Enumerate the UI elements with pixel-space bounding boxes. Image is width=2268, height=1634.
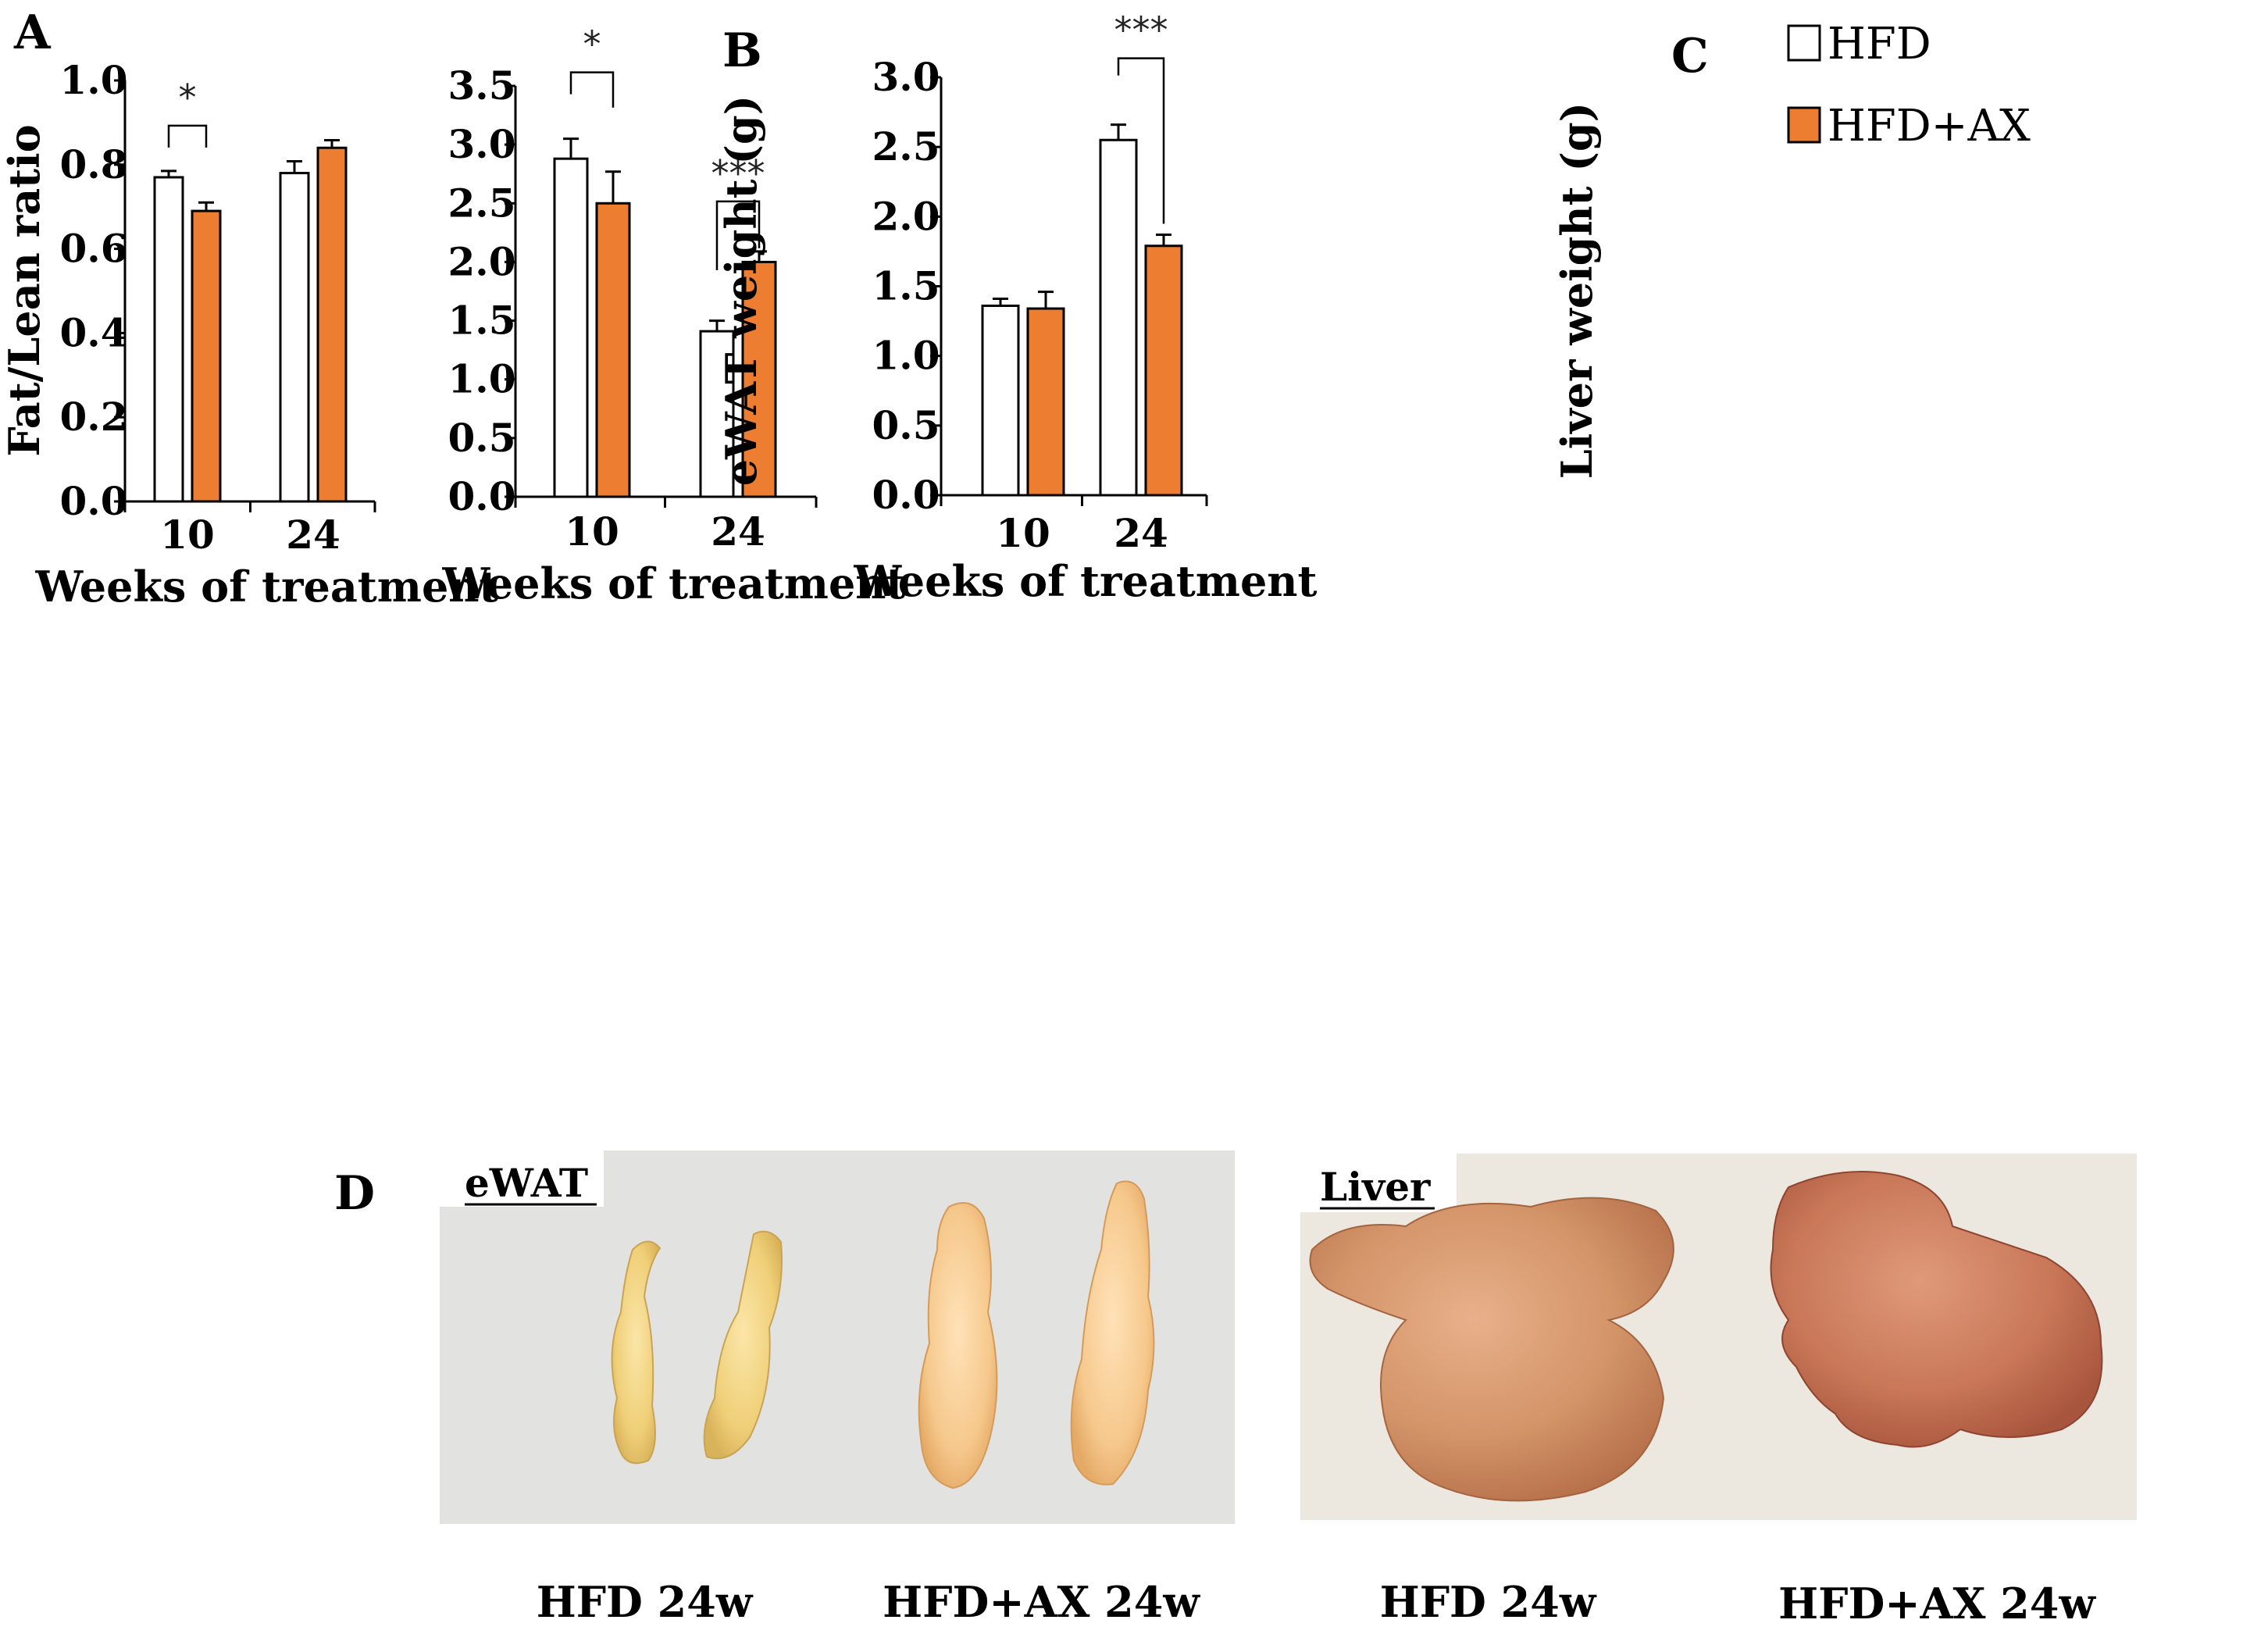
y-tick-label-a: 0.0 xyxy=(60,478,128,524)
y-tick-label-a: 0.4 xyxy=(60,309,128,355)
x-tick-label-a: 10 xyxy=(160,512,215,558)
x-axis-title-b: Weeks of treatment xyxy=(442,558,906,608)
caption-ewat-hfd: HFD 24w xyxy=(537,1577,754,1627)
ewat-label-bg xyxy=(440,1151,604,1207)
ewat-label: eWAT xyxy=(465,1160,588,1206)
bar-b-hfd-ax-10 xyxy=(595,202,631,498)
significance-label-b: *** xyxy=(711,152,765,194)
ewat-hfd-fat-right xyxy=(703,1230,783,1460)
significance-label-c: *** xyxy=(1114,9,1168,52)
y-axis-title-a: Fat/Lean ratio xyxy=(0,124,49,456)
significance-bracket-a xyxy=(167,124,208,148)
bar-b-hfd-24 xyxy=(699,330,735,498)
liver-hfd xyxy=(1309,1197,1674,1502)
ewat-hfd-ax-fat-right xyxy=(1070,1180,1155,1486)
y-tick-label-c: 3.0 xyxy=(872,54,940,100)
panel-letter-b: B xyxy=(722,23,762,78)
y-tick-label-b: 1.0 xyxy=(448,356,516,402)
bar-c-hfd-10 xyxy=(981,304,1020,497)
x-tick-label-b: 10 xyxy=(565,508,619,555)
chart-panel-c: 0.0 0.5 1.0 1.5 2.0 2.5 3.0 10 24 *** Liver weight… xyxy=(854,9,1603,606)
y-tick-label-b: 2.5 xyxy=(448,180,516,226)
legend-label-hfd: HFD xyxy=(1828,19,1931,70)
y-tick-label-a: 0.2 xyxy=(60,394,128,440)
bar-c-hfd-24 xyxy=(1099,138,1138,497)
bar-a-hfd-24 xyxy=(279,172,310,503)
y-tick-label-c: 2.5 xyxy=(872,123,940,169)
caption-liver-hfd-ax: HFD+AX 24w xyxy=(1778,1579,2096,1629)
y-tick-label-a: 0.8 xyxy=(60,141,128,187)
y-tick-label-c: 0.5 xyxy=(872,402,940,448)
y-tick-label-c: 1.5 xyxy=(872,263,940,309)
chart-panel-b: 0.00.51.01.52.02.53.03.510 24****eWAT wei… xyxy=(442,23,906,608)
ewat-hfd-ax-fat-left xyxy=(918,1202,998,1490)
bar-a-hfd-ax-10 xyxy=(191,209,222,503)
bar-a-hfd-10 xyxy=(153,176,184,503)
y-tick-label-b: 0.0 xyxy=(448,473,516,519)
significance-bracket-c xyxy=(1117,57,1165,224)
y-tick-label-b: 3.0 xyxy=(448,121,516,167)
y-tick-label-a: 1.0 xyxy=(60,57,128,103)
bar-b-hfd-10 xyxy=(553,157,589,498)
x-tick-label-c: 24 xyxy=(1114,510,1168,556)
caption-liver-hfd: HFD 24w xyxy=(1380,1577,1597,1627)
bar-c-hfd-ax-10 xyxy=(1026,307,1065,497)
bar-c-hfd-ax-24 xyxy=(1144,244,1183,497)
significance-label-b: * xyxy=(583,23,601,66)
y-tick-label-a: 0.6 xyxy=(60,226,128,272)
x-tick-label-c: 10 xyxy=(996,510,1050,556)
x-tick-label-b: 24 xyxy=(711,508,765,555)
significance-label-a: * xyxy=(179,77,197,119)
legend: HFD HFD+AX xyxy=(1787,19,2031,152)
panel-letter-a: A xyxy=(13,5,52,60)
y-axis-title-b: eWAT weight (g) xyxy=(716,95,766,486)
y-tick-label-b: 0.5 xyxy=(448,415,516,461)
bar-a-hfd-ax-24 xyxy=(316,146,348,503)
panel-letter-c: C xyxy=(1671,29,1709,84)
caption-ewat-hfd-ax: HFD+AX 24w xyxy=(883,1577,1200,1627)
x-axis-title-c: Weeks of treatment xyxy=(854,556,1318,606)
panel-letter-d: D xyxy=(334,1166,375,1221)
legend-label-hfd-ax: HFD+AX xyxy=(1828,101,2031,152)
liver-label-bg xyxy=(1300,1154,1457,1212)
chart-panel-a: 0.0 0.2 0.4 0.6 0.8 1.0 10 24 * Fat/Lean ratio Wee… xyxy=(0,57,499,612)
y-tick-label-b: 2.0 xyxy=(448,238,516,284)
ewat-photo: eWAT xyxy=(440,1151,1235,1524)
legend-swatch-hfd-ax xyxy=(1787,106,1821,144)
liver-label: Liver xyxy=(1320,1164,1431,1210)
significance-bracket-b xyxy=(569,71,615,108)
y-tick-label-c: 0.0 xyxy=(872,472,940,518)
bar-b-hfd-ax-24 xyxy=(741,260,777,498)
y-tick-label-b: 1.5 xyxy=(448,298,516,344)
y-tick-label-c: 1.0 xyxy=(872,333,940,379)
liver-hfd-ax xyxy=(1770,1171,2103,1448)
liver-photo: Liver xyxy=(1300,1154,2137,1520)
x-axis-title-a: Weeks of treatment xyxy=(35,562,499,612)
significance-bracket-b xyxy=(715,200,761,270)
y-axis-title-c: Liver weight (g) xyxy=(1552,102,1602,479)
x-tick-label-a: 24 xyxy=(286,512,341,558)
y-tick-label-b: 3.5 xyxy=(448,62,516,109)
ewat-hfd-fat-left xyxy=(611,1240,662,1465)
legend-swatch-hfd xyxy=(1787,24,1821,62)
y-tick-label-c: 2.0 xyxy=(872,193,940,239)
